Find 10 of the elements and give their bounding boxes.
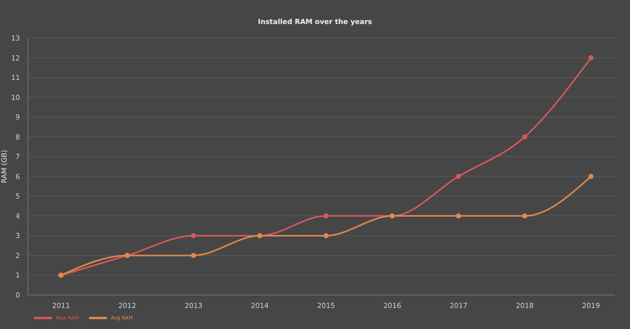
point — [588, 174, 594, 179]
point — [456, 174, 462, 179]
point — [522, 134, 528, 140]
point — [190, 252, 196, 258]
point — [190, 233, 196, 238]
point — [323, 213, 329, 218]
point — [588, 55, 594, 60]
point — [456, 213, 462, 218]
point — [522, 213, 528, 218]
point — [323, 233, 329, 238]
